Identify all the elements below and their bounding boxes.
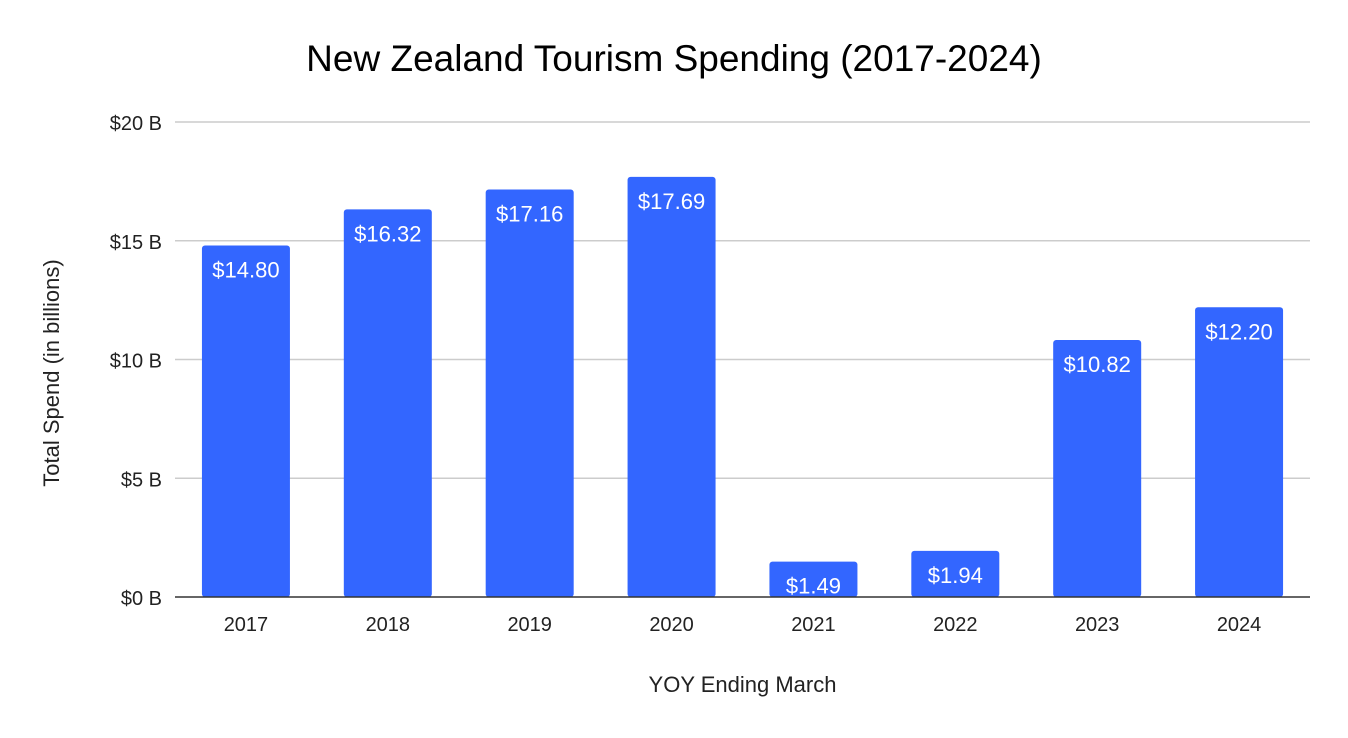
y-tick-label: $10 B [110, 351, 162, 373]
data-label: $12.20 [1205, 319, 1272, 344]
y-axis-title: Total Spend (in billions) [39, 259, 64, 487]
bar-layer [201, 176, 1284, 598]
bar [769, 561, 858, 597]
x-tick-label: 2018 [366, 614, 411, 636]
bar [485, 189, 574, 597]
bar [201, 245, 290, 597]
y-tick-label: $15 B [110, 232, 162, 254]
data-label: $17.69 [638, 189, 705, 214]
data-label: $16.32 [354, 221, 421, 246]
bar [1195, 307, 1284, 597]
x-axis-title: YOY Ending March [648, 672, 837, 697]
x-tick-label: 2021 [791, 614, 836, 636]
axis-layer: $0 B $5 B $10 B $15 B $20 B 2017 2018 2019 2020 2… [110, 113, 1310, 636]
data-label: $1.94 [928, 563, 983, 588]
x-tick-label: 2019 [507, 614, 552, 636]
y-tick-label: $0 B [121, 588, 162, 610]
bar [627, 176, 716, 598]
data-label: $14.80 [212, 258, 279, 283]
bar [911, 550, 1000, 597]
bar [1053, 340, 1142, 597]
x-tick-label: 2023 [1075, 614, 1120, 636]
label-layer: $14.80 $16.32 $17.16 $17.69 $1.49 $1.94 $10.82… [212, 189, 1272, 599]
x-tick-label: 2017 [224, 614, 269, 636]
data-label: $1.49 [786, 574, 841, 599]
data-label: $10.82 [1064, 352, 1131, 377]
y-tick-label: $5 B [121, 469, 162, 491]
chart-title: New Zealand Tourism Spending (2017-2024) [306, 38, 1042, 79]
x-tick-label: 2024 [1217, 614, 1262, 636]
y-tick-label: $20 B [110, 113, 162, 135]
bar [343, 209, 432, 597]
data-label: $17.16 [496, 201, 563, 226]
x-tick-label: 2020 [649, 614, 694, 636]
x-tick-label: 2022 [933, 614, 978, 636]
